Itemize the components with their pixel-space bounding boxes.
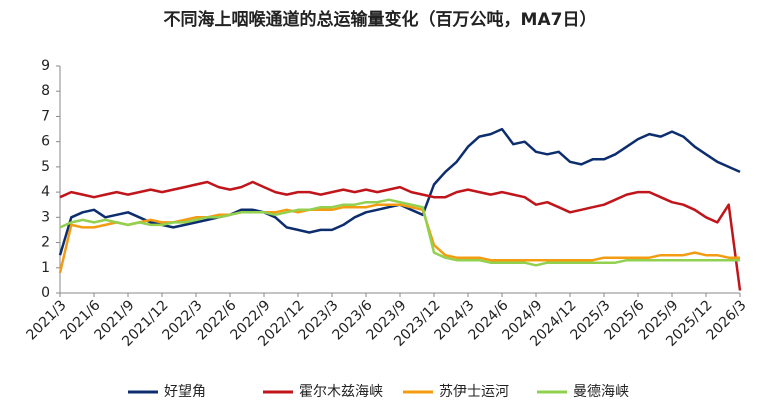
legend-label: 曼德海峡: [573, 384, 629, 400]
chart-title: 不同海上咽喉通道的总运输量变化（百万公吨，MA7日）: [164, 9, 597, 30]
y-tick-label: 7: [41, 108, 50, 124]
y-tick-label: 9: [41, 58, 50, 74]
series-line: [59, 180, 742, 291]
series-line: [58, 203, 740, 274]
legend-label: 霍尔木兹海峡: [299, 384, 383, 400]
y-tick-label: 3: [41, 209, 50, 225]
series-line: [59, 198, 740, 267]
legend-label: 好望角: [164, 384, 206, 400]
y-tick-label: 4: [41, 184, 50, 200]
y-tick-label: 0: [41, 285, 50, 301]
legend-label: 苏伊士运河: [439, 384, 509, 400]
y-tick-label: 5: [41, 159, 50, 175]
y-tick-label: 1: [41, 260, 50, 276]
y-tick-label: 2: [41, 235, 50, 251]
y-tick-label: 8: [41, 83, 50, 99]
y-tick-label: 6: [41, 134, 50, 150]
